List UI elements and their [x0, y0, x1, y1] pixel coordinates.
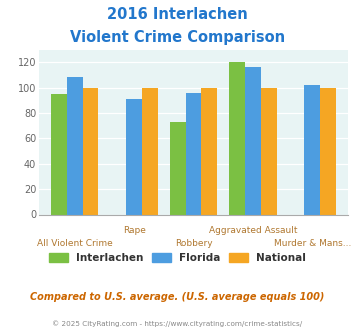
Bar	[245, 67, 261, 214]
Bar	[320, 87, 336, 214]
Bar	[261, 87, 277, 214]
Text: Rape: Rape	[122, 226, 146, 235]
Text: Violent Crime Comparison: Violent Crime Comparison	[70, 30, 285, 45]
Bar	[83, 87, 98, 214]
Text: 2016 Interlachen: 2016 Interlachen	[107, 7, 248, 21]
Bar	[67, 78, 83, 214]
Text: Compared to U.S. average. (U.S. average equals 100): Compared to U.S. average. (U.S. average …	[30, 292, 325, 302]
Bar	[229, 62, 245, 214]
Bar	[304, 85, 320, 214]
Bar	[201, 87, 217, 214]
Text: © 2025 CityRating.com - https://www.cityrating.com/crime-statistics/: © 2025 CityRating.com - https://www.city…	[53, 320, 302, 327]
Text: Aggravated Assault: Aggravated Assault	[209, 226, 297, 235]
Bar	[170, 122, 186, 214]
Text: All Violent Crime: All Violent Crime	[37, 239, 113, 248]
Bar	[186, 93, 201, 214]
Text: Murder & Mans...: Murder & Mans...	[274, 239, 351, 248]
Bar	[126, 99, 142, 214]
Text: Robbery: Robbery	[175, 239, 212, 248]
Legend: Interlachen, Florida, National: Interlachen, Florida, National	[45, 248, 310, 267]
Bar	[51, 94, 67, 214]
Bar	[142, 87, 158, 214]
